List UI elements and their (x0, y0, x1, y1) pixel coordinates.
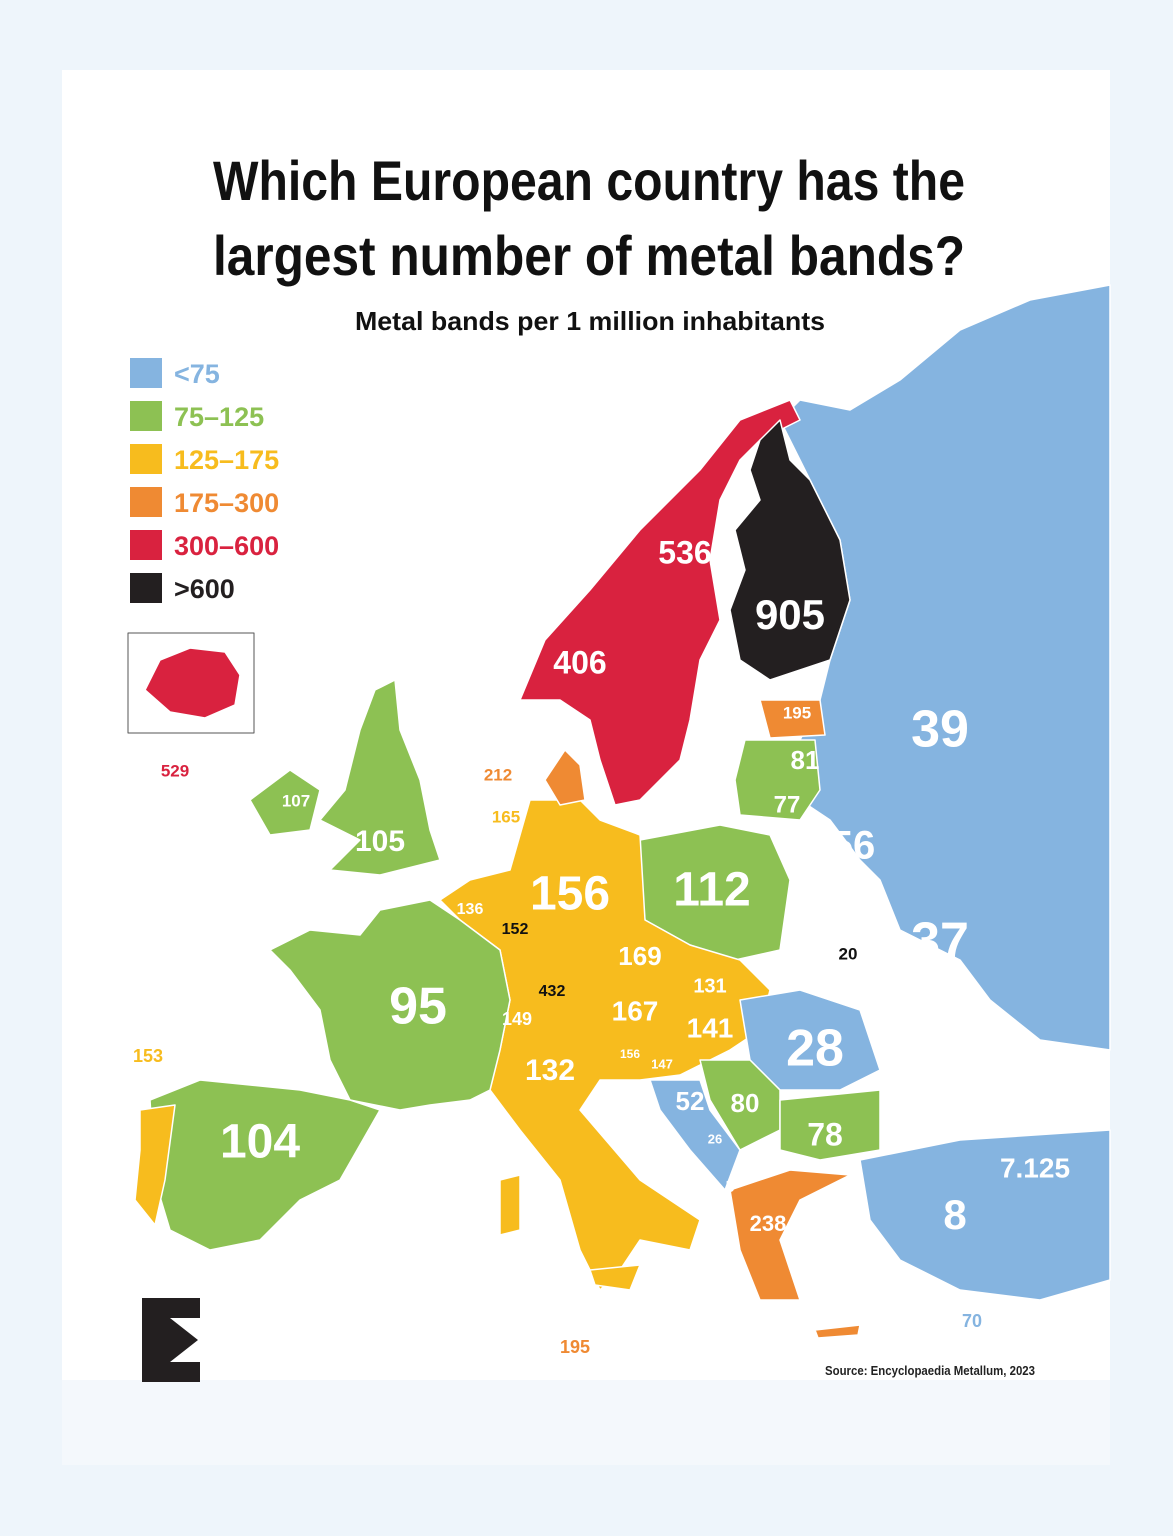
logo (142, 1298, 200, 1382)
region-ireland (249, 769, 321, 836)
map-label: 70 (962, 1311, 982, 1331)
legend-swatch (130, 530, 162, 560)
map-label: 95 (389, 978, 447, 1036)
region-britain (319, 679, 441, 876)
map-label: 156 (620, 1047, 640, 1061)
map-label: 529 (161, 761, 189, 780)
map-label: 52 (676, 1086, 705, 1116)
region-turkey (859, 1129, 1111, 1301)
region-scandinavia (519, 399, 801, 806)
map-label: 131 (693, 975, 726, 997)
map-labels: 529 107 105 212 165 406 536 905 195 81 77 39 56 112 15… (133, 534, 1070, 1356)
region-spain (149, 1079, 381, 1251)
legend-label: 75–125 (174, 402, 264, 432)
map-label: 432 (539, 983, 566, 1000)
legend-swatch (130, 573, 162, 603)
map-label: 165 (492, 807, 520, 826)
legend-label: >600 (174, 574, 235, 604)
card-footer (62, 1380, 1110, 1465)
title-line: largest number of metal bands? (213, 224, 965, 287)
subtitle: Metal bands per 1 million inhabitants (355, 306, 825, 336)
map-label: 5 (726, 1179, 735, 1196)
source: Source: Encyclopaedia Metallum, 2023 (825, 1363, 1035, 1378)
titles: Which European country has the largest nu… (213, 149, 965, 336)
map-label: 56 (831, 824, 876, 868)
map-label: 37 (911, 913, 969, 971)
map-label: 167 (612, 995, 659, 1026)
map-label: 78 (807, 1116, 843, 1152)
title-line: Which European country has the (213, 149, 965, 212)
region-sardinia (499, 1174, 521, 1236)
region-finland (729, 419, 851, 681)
map-label: 107 (282, 791, 310, 810)
map-label: 61 (756, 1161, 774, 1178)
map-label: 152 (502, 921, 529, 938)
map-label: 20 (839, 944, 858, 963)
map-label: 8 (943, 1191, 966, 1238)
region-iceland (144, 647, 241, 719)
legend-swatch (130, 444, 162, 474)
legend-label: 175–300 (174, 488, 279, 518)
logo-mark (142, 1298, 200, 1382)
map-label: 156 (530, 868, 610, 921)
map-label: 136 (457, 901, 484, 918)
legend-swatch (130, 358, 162, 388)
map-label: 81 (791, 745, 820, 775)
map-label: 212 (484, 765, 512, 784)
map-label: 80 (731, 1088, 760, 1118)
region-france (269, 899, 511, 1111)
map-label: 153 (133, 1046, 163, 1066)
map-label: 905 (755, 591, 825, 638)
map-label: 141 (687, 1012, 734, 1043)
region-baltics (734, 739, 821, 821)
map-label: 77 (774, 791, 801, 818)
region-crete (814, 1324, 861, 1339)
map-label: 149 (502, 1009, 532, 1029)
map-label: 26 (708, 1131, 722, 1146)
legend-label: 125–175 (174, 445, 279, 475)
map-label: 104 (220, 1116, 300, 1169)
regions (127, 284, 1111, 1339)
map-label: 28 (786, 1020, 844, 1078)
map-label: 195 (783, 703, 811, 722)
region-bulgaria (779, 1089, 881, 1161)
map-label: 406 (553, 644, 606, 680)
legend-swatch (130, 401, 162, 431)
region-denmark (544, 749, 586, 806)
legend-swatch (130, 487, 162, 517)
legend: <75 75–125 125–175 175–300 300–600 >600 (130, 358, 279, 604)
map-label: 132 (525, 1054, 575, 1087)
map-label: 147 (651, 1056, 673, 1071)
map-label: 169 (618, 941, 661, 971)
region-estonia (759, 699, 826, 739)
map-label: 238 (750, 1211, 787, 1236)
map-label: 7.125 (1000, 1152, 1070, 1183)
map-label: 112 (673, 864, 750, 917)
region-greece (729, 1169, 851, 1301)
legend-label: 300–600 (174, 531, 279, 561)
map-label: 105 (355, 825, 405, 858)
region-sicily (589, 1264, 641, 1291)
map-label: 39 (911, 701, 969, 759)
region-west-balkans (649, 1079, 741, 1191)
map-label: 195 (560, 1337, 590, 1357)
legend-label: <75 (174, 359, 220, 389)
map-label: 536 (658, 534, 711, 570)
region-portugal (134, 1104, 176, 1226)
